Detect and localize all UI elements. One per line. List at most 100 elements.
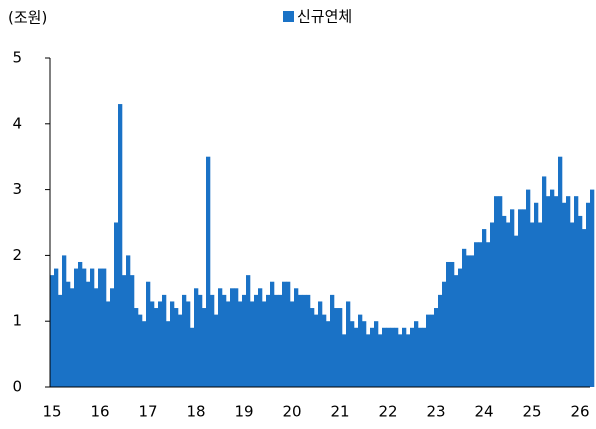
bar — [402, 327, 407, 387]
bar — [166, 321, 171, 387]
bar — [378, 334, 383, 387]
bar — [434, 308, 439, 387]
bar — [282, 281, 287, 387]
bar — [342, 334, 347, 387]
bar — [358, 314, 363, 387]
bar — [82, 268, 87, 387]
bar — [338, 308, 343, 387]
bar — [258, 288, 263, 387]
bar — [250, 301, 255, 387]
x-tick-label: 17 — [138, 403, 157, 421]
bar — [450, 261, 455, 387]
bar — [310, 308, 315, 387]
bar — [418, 327, 423, 387]
bar — [58, 294, 63, 387]
bar — [302, 294, 307, 387]
bar — [466, 255, 471, 387]
bar — [454, 275, 459, 387]
bar — [150, 301, 155, 387]
bar — [226, 301, 231, 387]
bar — [146, 281, 151, 387]
bar — [182, 294, 187, 387]
bar — [350, 321, 355, 387]
bar — [586, 202, 591, 387]
bar — [438, 294, 443, 387]
bar — [386, 327, 391, 387]
bar — [458, 268, 463, 387]
bar — [474, 242, 479, 387]
bar — [218, 288, 223, 387]
x-tick-label: 20 — [282, 403, 301, 421]
bar — [306, 294, 311, 387]
bar — [362, 321, 367, 387]
bar — [158, 301, 163, 387]
bar — [202, 308, 207, 387]
bar — [134, 308, 139, 387]
bar — [398, 334, 403, 387]
bar — [410, 327, 415, 387]
x-tick-label: 24 — [474, 403, 493, 421]
bar — [234, 288, 239, 387]
legend-label: 신규연체 — [297, 8, 352, 26]
bar — [478, 242, 483, 387]
bar — [142, 321, 147, 387]
bar — [566, 196, 571, 387]
x-tick-label: 18 — [186, 403, 205, 421]
bar — [562, 202, 567, 387]
y-tick-label: 1 — [12, 312, 22, 330]
bar — [50, 275, 55, 387]
bar — [294, 288, 299, 387]
bar — [390, 327, 395, 387]
bar — [126, 255, 131, 387]
x-tick-label: 26 — [570, 403, 589, 421]
bar — [186, 301, 191, 387]
bar — [346, 301, 351, 387]
x-tick-label: 16 — [90, 403, 109, 421]
bar — [542, 176, 547, 387]
y-tick-label: 2 — [12, 246, 22, 264]
bar — [330, 294, 335, 387]
bar — [318, 301, 323, 387]
bar — [462, 248, 467, 387]
bar — [206, 156, 211, 387]
bar — [446, 261, 451, 387]
bar — [174, 308, 179, 387]
bar — [354, 327, 359, 387]
bar — [470, 255, 475, 387]
bar — [162, 294, 167, 387]
bar — [62, 255, 67, 387]
bar — [210, 294, 215, 387]
bar — [102, 268, 107, 387]
y-tick-label: 0 — [12, 378, 22, 396]
bar — [274, 294, 279, 387]
bar — [510, 209, 515, 387]
bar — [214, 314, 219, 387]
bar — [530, 222, 535, 387]
bar — [574, 196, 579, 387]
bar — [106, 301, 111, 387]
bar — [78, 261, 83, 387]
bar — [366, 334, 371, 387]
y-tick-label: 3 — [12, 180, 22, 198]
x-tick-label: 15 — [42, 403, 61, 421]
bar — [198, 294, 203, 387]
bar — [54, 268, 59, 387]
bar — [546, 196, 551, 387]
bar — [314, 314, 319, 387]
bar — [270, 281, 275, 387]
bar — [122, 275, 127, 387]
bar — [498, 196, 503, 387]
bar — [90, 268, 95, 387]
bar — [98, 268, 103, 387]
bar — [482, 229, 487, 387]
bar — [278, 294, 283, 387]
bar — [70, 288, 75, 387]
bar — [554, 196, 559, 387]
bar — [238, 301, 243, 387]
bar — [394, 327, 399, 387]
bar — [178, 314, 183, 387]
bar — [138, 314, 143, 387]
bar — [130, 275, 135, 387]
bar — [66, 281, 71, 387]
